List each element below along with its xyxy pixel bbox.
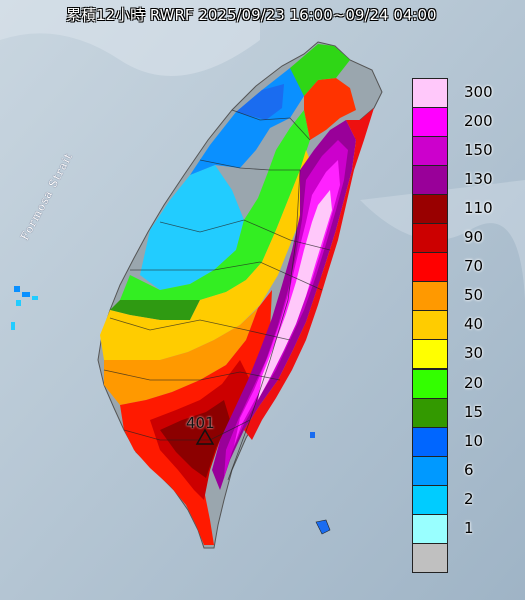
legend-label: 40 — [464, 315, 484, 334]
rain-zone-10mm — [236, 84, 284, 120]
legend-swatch — [412, 165, 448, 196]
rain-zone-north — [304, 78, 356, 140]
legend-label: 130 — [464, 170, 493, 189]
rain-zone-40mm — [100, 150, 314, 360]
legend-label: 50 — [464, 286, 484, 305]
legend-swatch — [412, 136, 448, 167]
legend-label: 200 — [464, 112, 493, 131]
rain-zone-20mm — [120, 110, 310, 300]
rain-zone-15mm — [110, 300, 200, 320]
legend-label: 10 — [464, 431, 484, 450]
legend-swatch — [412, 513, 448, 544]
legend-label: 1 — [464, 518, 474, 537]
legend-label: 70 — [464, 257, 484, 276]
orchid-island — [315, 519, 331, 535]
penghu-islands — [11, 286, 38, 330]
legend-swatch — [412, 194, 448, 225]
legend-swatch — [412, 281, 448, 312]
legend-label: 2 — [464, 489, 474, 508]
legend-label: 15 — [464, 402, 484, 421]
rain-zone-east-70mm — [244, 108, 374, 440]
legend-label: 20 — [464, 373, 484, 392]
rain-zone-north-green — [290, 44, 350, 96]
legend-label: 30 — [464, 344, 484, 363]
rain-zone-300mm — [258, 190, 332, 400]
legend-swatch — [412, 426, 448, 457]
legend-swatch — [412, 223, 448, 254]
county-boundaries — [103, 109, 331, 481]
green-island — [310, 432, 315, 438]
legend-swatch — [412, 542, 448, 573]
rain-zone-110mm — [160, 400, 230, 478]
peak-marker-icon — [195, 428, 215, 445]
cloud-texture — [0, 0, 260, 76]
legend-label: 110 — [464, 199, 493, 218]
legend-swatch — [412, 78, 448, 109]
legend-swatch — [412, 368, 448, 399]
cloud-texture — [360, 180, 525, 300]
legend-label: 300 — [464, 83, 493, 101]
legend-swatch — [412, 107, 448, 138]
rain-zone-2mm — [140, 165, 244, 290]
peak-value-label: 401 — [186, 414, 215, 432]
legend-swatch — [412, 484, 448, 515]
legend-label: 6 — [464, 460, 474, 479]
legend-swatch — [412, 310, 448, 341]
legend-swatch — [412, 252, 448, 283]
legend-swatch — [412, 397, 448, 428]
legend-swatch — [412, 339, 448, 370]
legend-label: 150 — [464, 141, 493, 160]
legend-swatch — [412, 455, 448, 486]
legend-label: 90 — [464, 228, 484, 247]
map-title: 累積12小時 RWRF 2025/09/23 16:00~09/24 04:00 — [66, 6, 437, 24]
rain-zone-50mm — [104, 308, 258, 405]
